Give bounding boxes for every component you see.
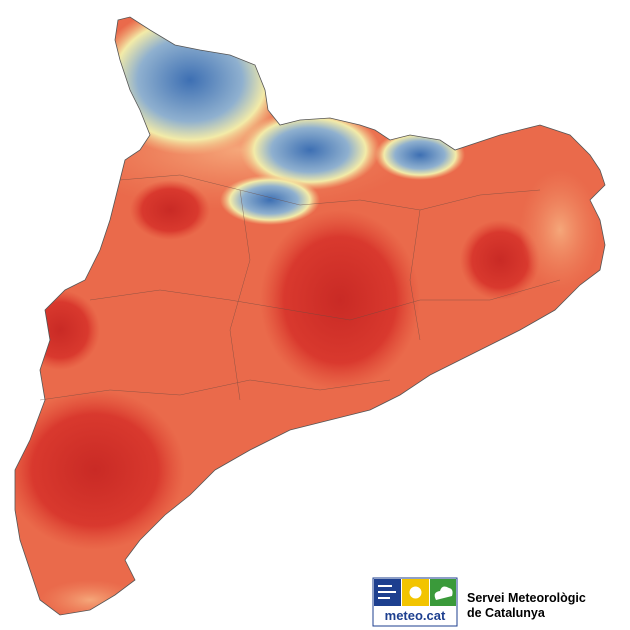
logo-name: Servei Meteorològic [467, 591, 586, 605]
logo: meteo.cat Servei Meteorològic de Catalun… [372, 577, 586, 627]
county-lines [39, 174, 561, 401]
border [14, 16, 606, 616]
logo-wind-lines [378, 585, 396, 599]
logo-name: de Catalunya [467, 606, 546, 620]
logo-sun [409, 586, 422, 599]
logo-site: meteo.cat [385, 608, 446, 623]
logo-cloud [434, 586, 453, 600]
